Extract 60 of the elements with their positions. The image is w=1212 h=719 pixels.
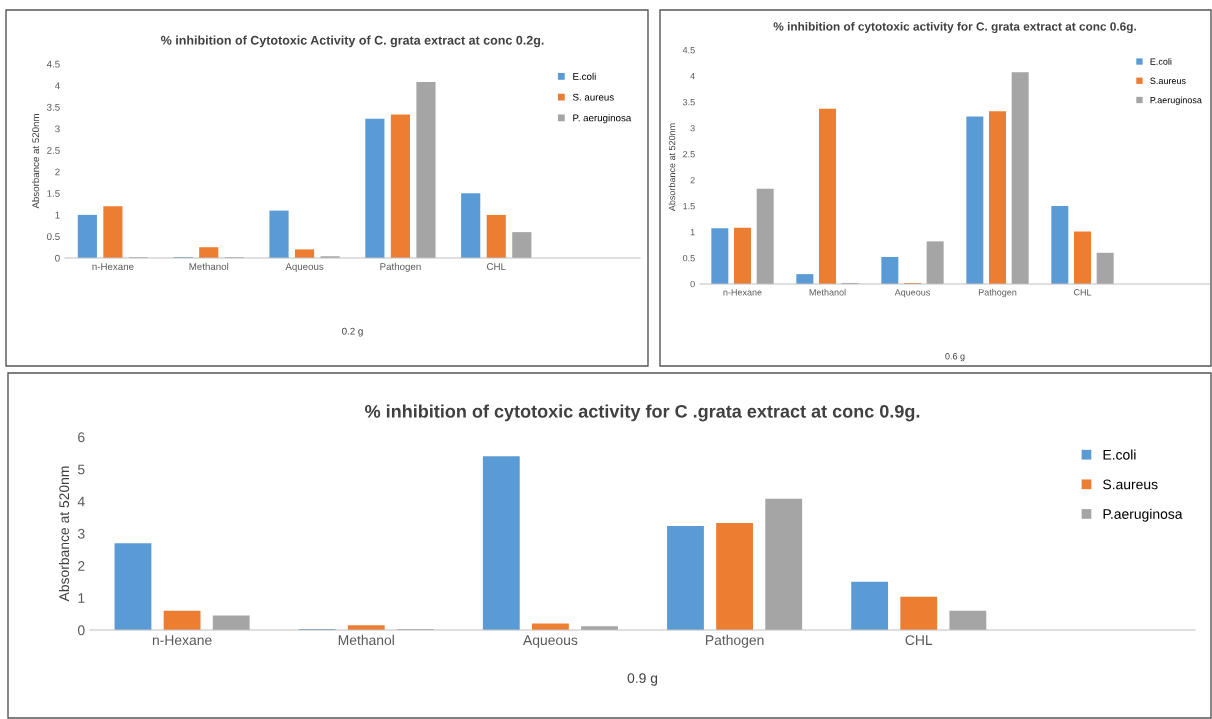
- y-tick-label: 4.5: [682, 47, 695, 54]
- chart-title: % inhibition of cytotoxic activity for C .grata extract at conc 0.9g.: [365, 404, 920, 422]
- y-tick-label: 2: [55, 168, 60, 176]
- y-tick-label: 3.5: [47, 103, 60, 111]
- y-tick-label: 0.5: [682, 254, 695, 262]
- legend-label: P. aeruginosa: [573, 114, 632, 124]
- legend-label: P.aeruginosa: [1150, 96, 1202, 106]
- y-tick-label: 2: [690, 176, 695, 184]
- x-axis-title: 0.2 g: [342, 327, 363, 337]
- y-tick-label: 0: [55, 254, 60, 262]
- y-tick-label: 4: [54, 82, 60, 90]
- x-tick-label: n-Hexane: [723, 289, 762, 296]
- y-tick-label: 3.5: [682, 98, 695, 106]
- y-tick-label: 1.5: [47, 190, 60, 197]
- chart-title: % inhibition of Cytotoxic Activity of C. grata extract at conc 0.2g.: [161, 35, 544, 48]
- y-tick-label: 1.5: [683, 203, 695, 210]
- legend-label: P.aeruginosa: [1103, 508, 1183, 522]
- y-axis-title: Absorbance at 520nm: [32, 114, 40, 209]
- legend-label: S. aureus: [572, 93, 614, 101]
- x-tick-label: Methanol: [338, 634, 394, 646]
- legend-label: E.coli: [573, 72, 596, 80]
- x-tick-label: Aqueous: [285, 263, 324, 272]
- legend-label: E.coli: [1150, 58, 1172, 65]
- y-tick-label: 5: [77, 464, 85, 475]
- x-tick-label: Methanol: [189, 262, 229, 270]
- x-tick-label: Pathogen: [978, 288, 1017, 298]
- x-tick-label: CHL: [1073, 289, 1092, 296]
- x-tick-label: Pathogen: [380, 262, 421, 272]
- x-tick-label: n-Hexane: [152, 635, 212, 646]
- x-tick-label: Pathogen: [705, 634, 764, 648]
- y-axis-title: Absorbance at 520nm: [58, 466, 70, 602]
- y-tick-label: 1: [78, 593, 85, 603]
- legend-label: S.aureus: [1150, 77, 1186, 85]
- y-tick-label: 0: [690, 280, 695, 288]
- y-tick-label: 3: [690, 124, 695, 132]
- x-tick-label: CHL: [905, 635, 933, 646]
- y-tick-label: 6: [78, 432, 85, 443]
- y-tick-label: 1: [690, 229, 695, 236]
- y-tick-label: 4: [77, 496, 85, 507]
- legend-label: S.aureus: [1103, 479, 1158, 490]
- x-tick-label: Aqueous: [894, 289, 930, 298]
- y-tick-label: 2.5: [683, 150, 695, 158]
- x-tick-label: Aqueous: [523, 635, 578, 648]
- y-tick-label: 3: [77, 528, 85, 539]
- y-tick-label: 2.5: [47, 146, 60, 154]
- y-tick-label: 4: [690, 73, 695, 80]
- chart-title: % inhibition of cytotoxic activity for C. grata extract at conc 0.6g.: [773, 22, 1136, 34]
- x-axis-title: 0.9 g: [627, 673, 658, 686]
- y-axis-title: Absorbance at 520nm: [668, 123, 676, 212]
- y-tick-label: 0: [77, 625, 85, 636]
- y-tick-label: 3: [55, 125, 60, 133]
- x-axis-title: 0.6 g: [945, 353, 965, 362]
- legend-label: E.coli: [1103, 449, 1136, 460]
- y-tick-label: 4.5: [46, 60, 60, 68]
- x-tick-label: CHL: [487, 263, 506, 270]
- x-tick-label: Methanol: [809, 288, 846, 296]
- x-tick-label: n-Hexane: [92, 263, 134, 270]
- y-tick-label: 0.5: [47, 233, 60, 241]
- y-tick-label: 1: [55, 211, 60, 219]
- y-tick-label: 2: [78, 561, 85, 571]
